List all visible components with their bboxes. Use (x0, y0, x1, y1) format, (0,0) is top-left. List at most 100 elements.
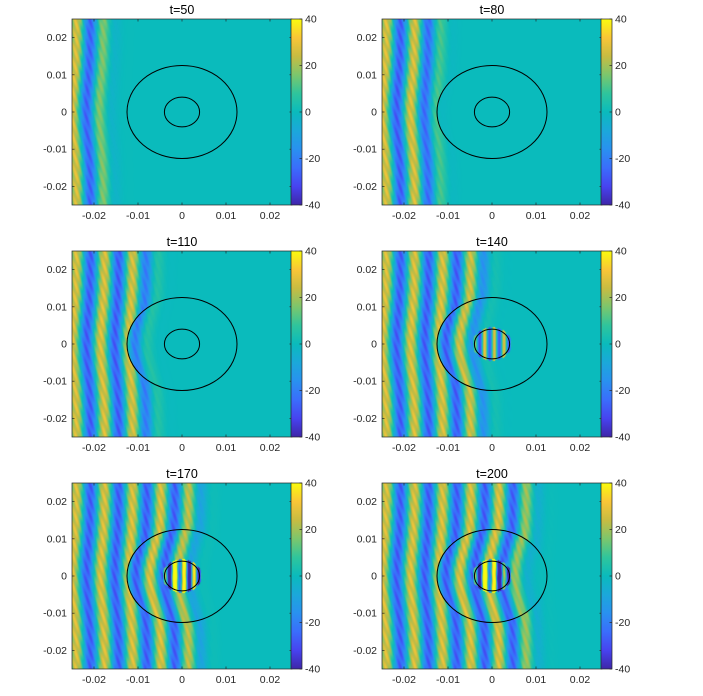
x-tick-label: 0.02 (570, 210, 591, 222)
y-tick-label: -0.01 (353, 376, 377, 388)
outer-circle-4 (436, 297, 548, 391)
colorbar-tick-label: -20 (305, 617, 320, 629)
y-tick-label: 0 (371, 339, 377, 351)
outer-circle-6 (436, 529, 548, 623)
y-tick-label: -0.02 (43, 181, 67, 193)
colorbar-tick-label: -40 (305, 664, 320, 676)
heatmap-image-2 (382, 19, 602, 205)
colorbar-tick-label: 0 (305, 571, 311, 583)
inner-circle-3 (163, 328, 201, 360)
colorbar-tick-label: 40 (305, 14, 317, 26)
panel-title: t=170 (166, 467, 198, 481)
panel-title: t=110 (167, 235, 198, 249)
y-tick-label: 0.01 (357, 533, 378, 545)
y-tick-label: 0 (371, 107, 377, 119)
y-tick-label: 0.01 (47, 301, 68, 313)
colorbar-tick-label: -20 (615, 385, 630, 397)
colorbar-tick-label: 0 (615, 571, 621, 583)
panel-title: t=140 (476, 235, 508, 249)
y-tick-label: -0.01 (353, 608, 377, 620)
inner-circle-4 (473, 328, 511, 360)
colorbar-tick-label: 20 (305, 524, 317, 536)
colorbar-tick-label: 20 (615, 60, 627, 72)
y-tick-label: 0.02 (47, 264, 68, 276)
y-tick-label: -0.02 (43, 645, 67, 657)
x-tick-label: 0 (489, 674, 495, 686)
panel-title: t=80 (480, 3, 505, 17)
colorbar-tick-label: -20 (305, 385, 320, 397)
x-tick-label: 0 (179, 442, 185, 454)
outer-circle-3 (126, 297, 238, 391)
x-tick-label: -0.02 (392, 674, 416, 686)
y-tick-label: 0 (61, 107, 67, 119)
x-tick-label: 0.01 (216, 674, 237, 686)
colorbar-tick-label: -40 (615, 200, 630, 212)
y-tick-label: -0.01 (43, 144, 67, 156)
x-tick-label: 0.01 (526, 442, 547, 454)
colorbar-tick-label: -20 (615, 153, 630, 165)
x-tick-label: 0.01 (526, 210, 547, 222)
x-tick-label: 0.02 (570, 674, 591, 686)
colorbar-tick-label: 20 (615, 292, 627, 304)
y-tick-label: -0.02 (353, 413, 377, 425)
panel-4: t=140 -0.02 -0.01 0 0.01 0.02 0.02 0.01 0 -0.01 -0… (353, 235, 630, 454)
colorbar-tick-label: 40 (615, 246, 627, 258)
colorbar-tick-label: 0 (615, 339, 621, 351)
x-tick-label: 0.01 (216, 210, 237, 222)
heatmap-image-1 (72, 19, 292, 205)
x-tick-label: 0 (179, 674, 185, 686)
x-tick-label: 0.01 (216, 442, 237, 454)
y-tick-label: 0.02 (357, 32, 378, 44)
x-tick-label: 0.02 (260, 210, 281, 222)
inner-circle-5 (163, 560, 201, 592)
colorbar-tick-label: 20 (615, 524, 627, 536)
inner-circle-2 (473, 96, 511, 128)
x-tick-label: -0.01 (436, 674, 460, 686)
x-tick-label: 0.01 (526, 674, 547, 686)
y-tick-label: 0.01 (47, 69, 68, 81)
x-tick-label: -0.02 (392, 210, 416, 222)
y-tick-label: 0 (371, 571, 377, 583)
outer-circle-1 (126, 65, 238, 159)
heatmap-image-6 (382, 483, 602, 669)
y-tick-label: 0.01 (47, 533, 68, 545)
x-tick-label: 0 (489, 210, 495, 222)
x-tick-label: 0.02 (260, 442, 281, 454)
y-tick-label: 0.02 (47, 32, 68, 44)
x-tick-label: -0.01 (126, 442, 150, 454)
colorbar-tick-label: 0 (305, 339, 311, 351)
heatmap-image-4 (382, 251, 602, 437)
y-tick-label: 0.02 (357, 496, 378, 508)
panel-1: t=50 -0.02 -0.01 0 0.01 0.02 0.02 0.01 0 -0.01 -0.… (43, 3, 320, 222)
y-tick-label: -0.02 (353, 645, 377, 657)
colorbar-tick-label: 20 (305, 60, 317, 72)
x-tick-label: -0.01 (126, 674, 150, 686)
x-tick-label: -0.02 (392, 442, 416, 454)
colorbar-tick-label: -20 (305, 153, 320, 165)
colorbar-tick-label: -20 (615, 617, 630, 629)
colorbar-tick-label: -40 (305, 432, 320, 444)
y-tick-label: -0.01 (43, 608, 67, 620)
panel-title: t=50 (170, 3, 195, 17)
panel-6: t=200 -0.02 -0.01 0 0.01 0.02 0.02 0.01 0 -0.01 -0… (353, 467, 630, 686)
colorbar-tick-label: 40 (305, 478, 317, 490)
colorbar-tick-label: -40 (305, 200, 320, 212)
x-tick-label: 0.02 (260, 674, 281, 686)
y-tick-label: 0 (61, 571, 67, 583)
x-tick-label: -0.01 (436, 442, 460, 454)
heatmap-image-3 (72, 251, 292, 437)
x-tick-label: -0.02 (82, 442, 106, 454)
y-tick-label: -0.01 (43, 376, 67, 388)
panel-3: t=110 -0.02 -0.01 0 0.01 0.02 0.02 0.01 0 -0.01 -0… (43, 235, 320, 454)
y-tick-label: -0.02 (43, 413, 67, 425)
colorbar-tick-label: -40 (615, 432, 630, 444)
x-tick-label: 0.02 (570, 442, 591, 454)
inner-circle-6 (473, 560, 511, 592)
y-tick-label: 0.02 (357, 264, 378, 276)
colorbar-tick-label: 40 (615, 478, 627, 490)
x-tick-label: 0 (179, 210, 185, 222)
colorbar-tick-label: 40 (615, 14, 627, 26)
y-tick-label: 0.01 (357, 69, 378, 81)
colorbar-tick-label: -40 (615, 664, 630, 676)
heatmap-image-5 (72, 483, 292, 669)
